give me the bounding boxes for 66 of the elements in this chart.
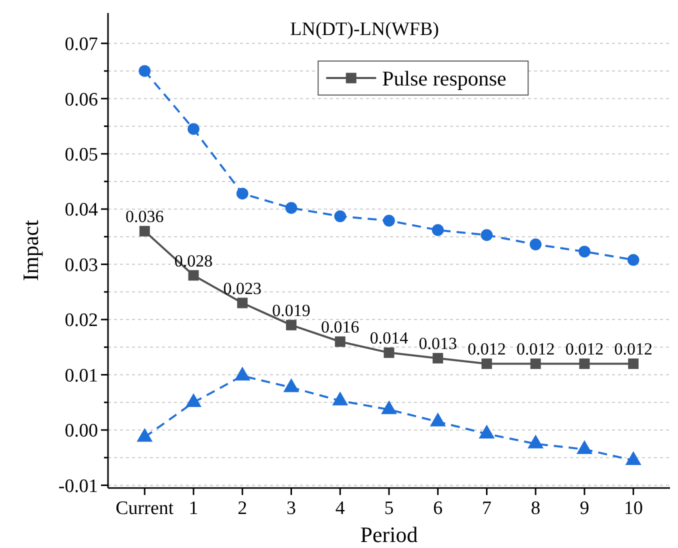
point xyxy=(234,366,250,380)
x-tick-label: 4 xyxy=(335,498,346,519)
point xyxy=(628,358,639,369)
y-tick-label: 0.07 xyxy=(64,34,98,56)
data-label: 0.016 xyxy=(321,318,360,337)
point xyxy=(236,188,248,200)
x-tick-label: 10 xyxy=(624,498,643,519)
point xyxy=(334,336,346,347)
y-axis-title: Impact xyxy=(18,220,43,282)
legend-label: Pulse response xyxy=(382,66,506,90)
x-tick-label: 9 xyxy=(580,498,590,519)
x-tick-label: 6 xyxy=(433,498,443,519)
point xyxy=(136,428,153,442)
point xyxy=(528,434,544,448)
point xyxy=(332,392,348,406)
y-tick-label: -0.01 xyxy=(58,476,98,497)
point xyxy=(625,451,642,465)
point xyxy=(286,320,297,330)
x-tick-label: 2 xyxy=(238,498,248,519)
y-tick-label: 0.06 xyxy=(64,89,98,110)
x-tick-label: Current xyxy=(116,498,174,519)
point xyxy=(430,412,446,426)
point xyxy=(384,347,394,358)
point xyxy=(579,358,590,369)
y-tick-label: 0.02 xyxy=(64,310,98,332)
data-label: 0.012 xyxy=(516,340,555,359)
point xyxy=(530,358,541,369)
x-tick-label: 5 xyxy=(384,498,394,519)
data-label: 0.012 xyxy=(468,340,506,359)
x-tick-label: 3 xyxy=(286,498,296,519)
data-label: 0.023 xyxy=(223,278,262,298)
point xyxy=(188,123,200,135)
x-tick-label: 7 xyxy=(482,498,492,519)
x-tick-label: 1 xyxy=(188,498,198,519)
data-label: 0.012 xyxy=(565,340,604,359)
y-tick-label: 0.04 xyxy=(64,200,98,221)
data-label: 0.012 xyxy=(614,340,652,359)
point xyxy=(478,424,495,438)
point xyxy=(237,298,248,308)
chart-title: LN(DT)-LN(WFB) xyxy=(290,19,439,40)
data-label: 0.014 xyxy=(370,328,409,348)
x-axis-title: Period xyxy=(360,522,418,547)
data-label: 0.013 xyxy=(418,334,457,354)
point xyxy=(186,393,202,407)
point xyxy=(432,224,444,236)
point xyxy=(188,270,199,281)
point xyxy=(381,400,397,414)
y-tick-label: 0.05 xyxy=(64,144,98,166)
data-label: 0.036 xyxy=(126,207,164,226)
point xyxy=(576,440,592,454)
point xyxy=(578,246,590,258)
point xyxy=(627,254,640,266)
point xyxy=(530,238,542,250)
point xyxy=(432,352,444,364)
x-tick-label: 8 xyxy=(530,498,540,519)
data-label: 0.019 xyxy=(272,301,310,320)
point xyxy=(383,214,395,227)
y-tick-label: 0.00 xyxy=(64,420,98,442)
point xyxy=(480,229,493,241)
point xyxy=(283,378,300,392)
point xyxy=(139,226,150,236)
point xyxy=(285,202,298,214)
point xyxy=(334,210,346,222)
point xyxy=(481,358,492,369)
y-tick-label: 0.03 xyxy=(64,254,98,276)
y-tick-label: 0.01 xyxy=(64,365,98,386)
